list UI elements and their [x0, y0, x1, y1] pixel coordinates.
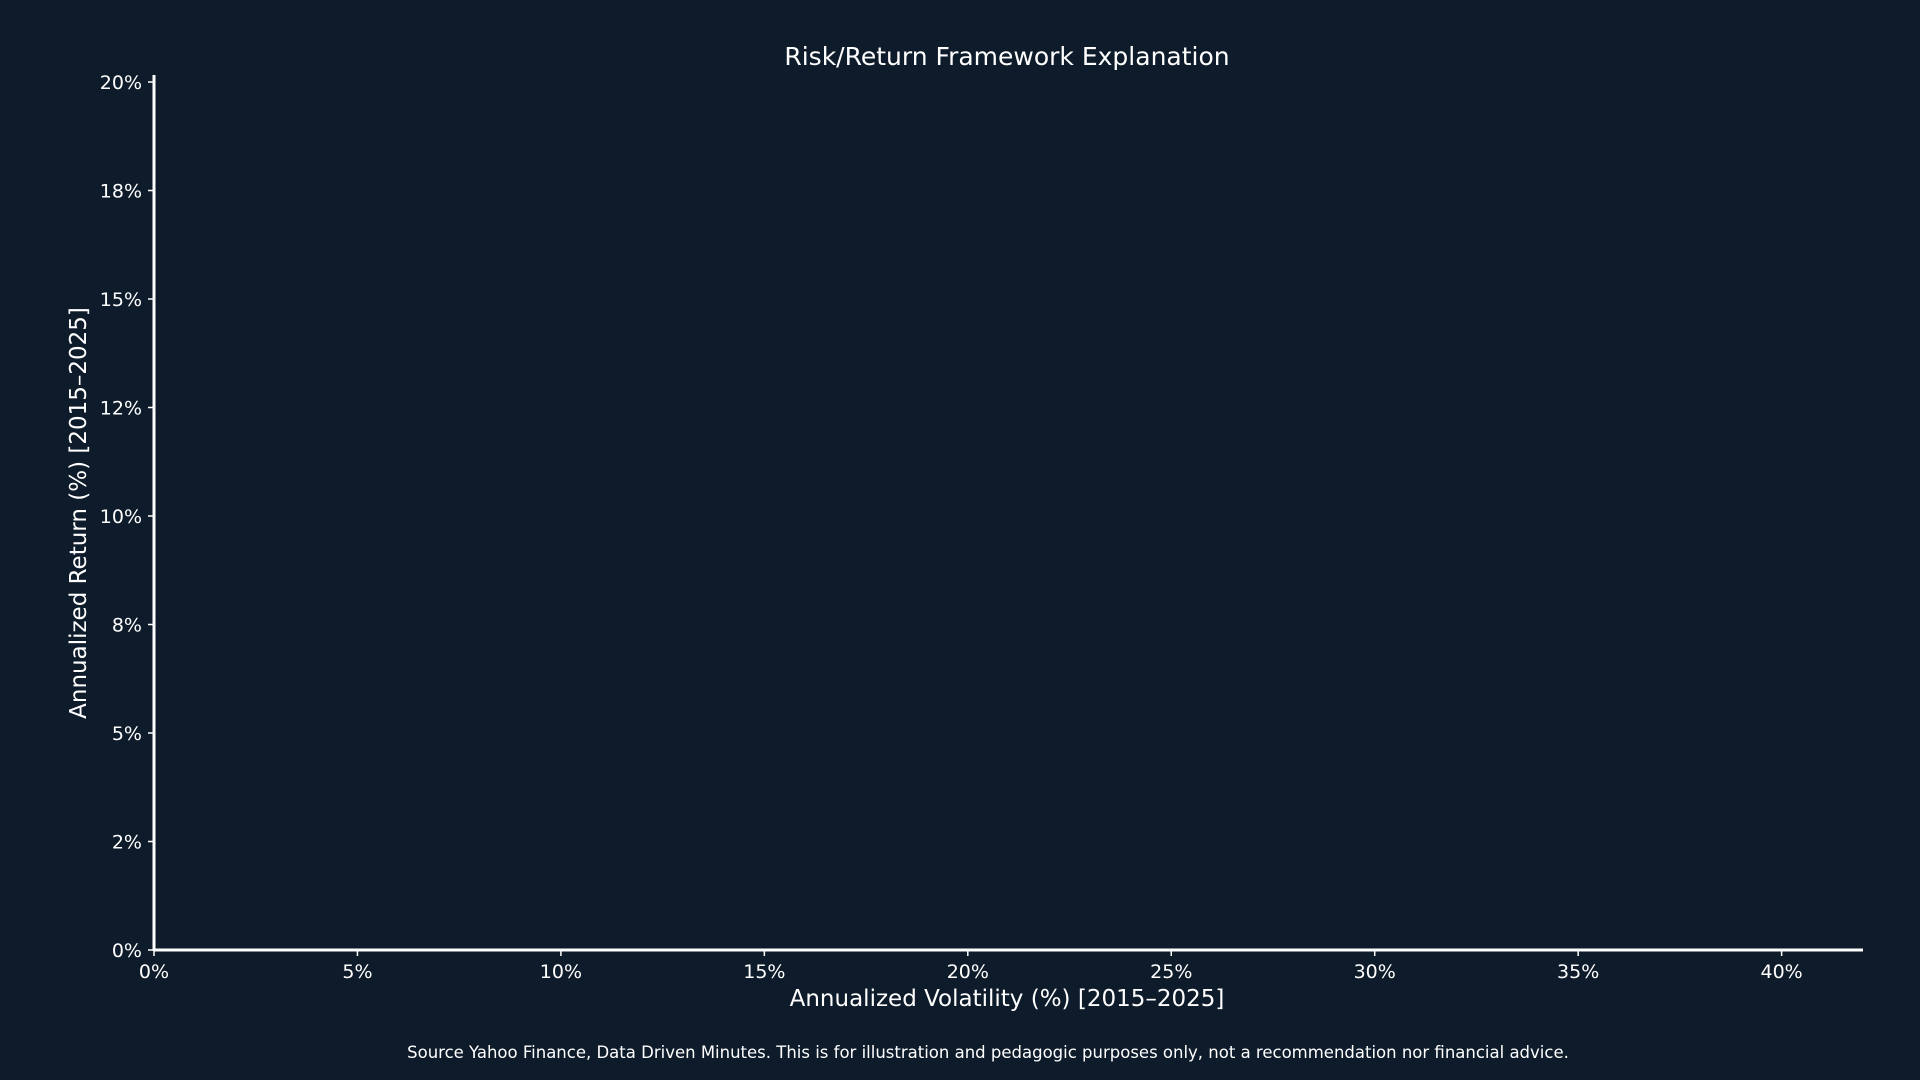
- x-tick-label: 5%: [342, 961, 372, 983]
- y-axis-ticks: 0% 2% 5% 8% 10% 12% 15% 18% 20%: [100, 72, 154, 962]
- y-tick-label: 15%: [100, 289, 142, 311]
- y-tick-label: 18%: [100, 181, 142, 203]
- source-footnote: Source Yahoo Finance, Data Driven Minute…: [407, 1043, 1569, 1062]
- x-axis-label: Annualized Volatility (%) [2015–2025]: [790, 986, 1225, 1012]
- y-tick-label: 20%: [100, 72, 142, 94]
- y-tick-label: 8%: [112, 615, 142, 637]
- x-tick-label: 0%: [139, 961, 169, 983]
- x-tick-label: 40%: [1761, 961, 1803, 983]
- x-tick-label: 25%: [1150, 961, 1192, 983]
- x-tick-label: 35%: [1557, 961, 1599, 983]
- y-tick-label: 0%: [112, 940, 142, 962]
- x-tick-label: 10%: [540, 961, 582, 983]
- y-axis-label: Annualized Return (%) [2015–2025]: [66, 307, 92, 719]
- plot-area: 0% 5% 10% 15% 20% 25% 30% 35% 40% 0% 2% 5% 8% 10% 12%…: [100, 72, 1863, 983]
- x-tick-label: 20%: [947, 961, 989, 983]
- y-tick-label: 12%: [100, 398, 142, 420]
- x-tick-label: 30%: [1354, 961, 1396, 983]
- y-tick-label: 5%: [112, 723, 142, 745]
- y-tick-label: 2%: [112, 832, 142, 854]
- x-tick-label: 15%: [743, 961, 785, 983]
- x-axis-ticks: 0% 5% 10% 15% 20% 25% 30% 35% 40%: [139, 950, 1803, 983]
- y-tick-label: 10%: [100, 506, 142, 528]
- chart-title: Risk/Return Framework Explanation: [784, 42, 1229, 71]
